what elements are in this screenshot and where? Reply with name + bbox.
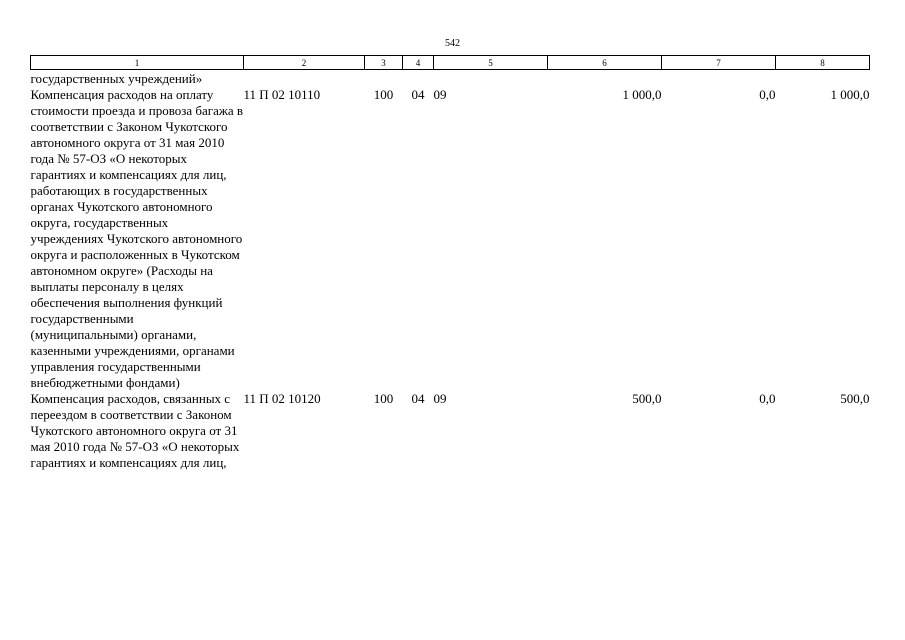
- row-name-cell: Компенсация расходов на оплату стоимости…: [30, 87, 244, 390]
- column-header-7: 7: [661, 55, 776, 70]
- row-col5-cell: 09: [433, 391, 447, 406]
- row-col8-cell: [776, 70, 870, 88]
- column-header-8: 8: [775, 55, 870, 70]
- row-col7-cell: [662, 70, 776, 88]
- row-col3-cell: 100: [373, 87, 394, 102]
- row-col7-cell: 0,0: [759, 87, 776, 102]
- row-code-cell: [244, 70, 365, 88]
- row-col3-cell: [365, 70, 403, 88]
- row-col6-cell: 1 000,0: [622, 87, 662, 102]
- row-code-cell: 11 П 02 10120: [243, 391, 321, 406]
- row-col5-cell: 09: [433, 87, 447, 102]
- column-header-3: 3: [364, 55, 403, 70]
- row-code-cell: 11 П 02 10110: [243, 87, 321, 102]
- page-number: 542: [445, 38, 460, 49]
- row-col6-cell: [548, 70, 662, 88]
- row-name-cell: государственных учреждений»: [30, 71, 203, 86]
- column-header-5: 5: [433, 55, 548, 70]
- row-col6-cell: 500,0: [632, 391, 662, 406]
- row-col5-cell: [434, 70, 548, 88]
- column-header-4: 4: [402, 55, 434, 70]
- column-header-2: 2: [243, 55, 365, 70]
- row-col8-cell: 1 000,0: [830, 87, 870, 102]
- row-col8-cell: 500,0: [840, 391, 870, 406]
- table-row: государственных учреждений»: [31, 70, 870, 88]
- row-col3-cell: 100: [373, 391, 394, 406]
- row-col4-cell: 04: [411, 391, 425, 406]
- column-number-header-row: 1 2 3 4 5 6 7 8: [30, 55, 870, 70]
- row-col4-cell: [403, 70, 434, 88]
- row-name-cell: Компенсация расходов, связанных с переез…: [30, 391, 240, 470]
- column-header-1: 1: [30, 55, 244, 70]
- row-col4-cell: 04: [411, 87, 425, 102]
- row-col7-cell: 0,0: [759, 391, 776, 406]
- table-row: Компенсация расходов на оплату стоимости…: [31, 87, 870, 391]
- budget-table: 1 2 3 4 5 6 7 8 государственных учрежден…: [30, 55, 870, 471]
- column-header-6: 6: [547, 55, 662, 70]
- table-row: Компенсация расходов, связанных с переез…: [31, 391, 870, 471]
